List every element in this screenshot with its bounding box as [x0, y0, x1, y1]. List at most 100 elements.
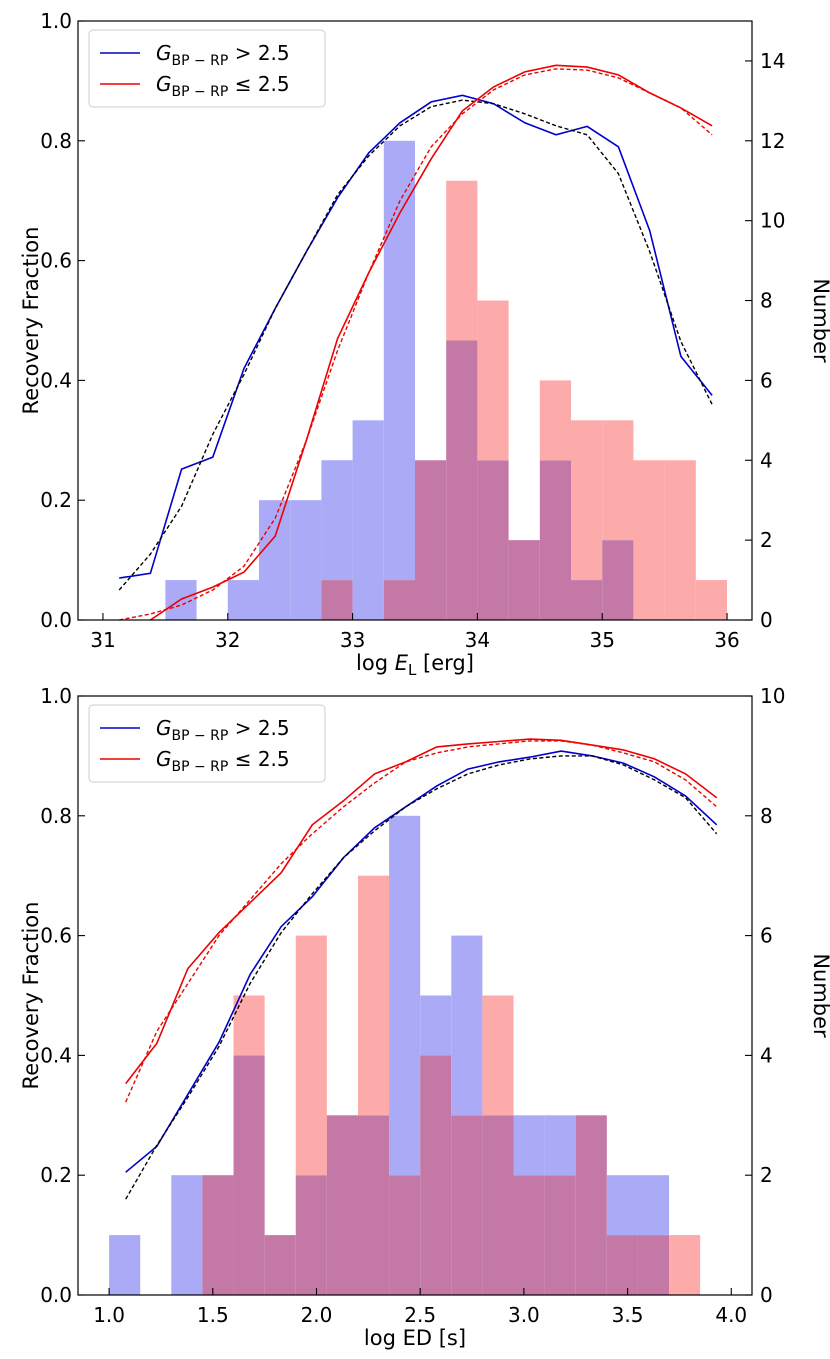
plot-frame: [77, 20, 753, 621]
y-left-axis-label: Recovery Fraction: [19, 902, 43, 1090]
hist-bar-overlap: [446, 340, 478, 620]
y-left-tick-label: 0.6: [40, 249, 72, 273]
hist-bar-blue: [606, 1175, 638, 1236]
plot-frame: [77, 695, 753, 1296]
hist-bar-red: [233, 995, 265, 1056]
hist-bar-overlap: [415, 460, 447, 620]
hist-bar-red: [482, 995, 514, 1116]
hist-bar-blue: [227, 580, 259, 620]
y-right-tick-label: 14: [760, 49, 785, 73]
hist-bar-overlap: [539, 460, 572, 620]
fit-line-blue: [125, 755, 718, 1200]
y-right-axis-label: Number: [809, 278, 830, 363]
hist-bar-overlap: [264, 1235, 296, 1295]
x-tick-label: 3.5: [612, 1303, 644, 1327]
line-red: [149, 64, 713, 621]
y-right-tick-label: 2: [760, 1163, 773, 1187]
y-right-tick-label: 6: [760, 368, 773, 392]
hist-bar-overlap: [295, 1175, 327, 1295]
fit-line-blue: [118, 99, 713, 591]
chart-panel-top: 31 32 33 34 35 36 0.0 0.2 0.4 0.6 0.8 1.0 0 2 4 6 8 10 12 1…: [19, 9, 830, 679]
hist-bar-blue: [383, 140, 415, 581]
hist-bar-blue: [290, 500, 322, 620]
hist-bar-red: [602, 420, 634, 541]
hist-bar-blue: [389, 815, 421, 1176]
y-right-tick-label: 12: [760, 129, 785, 153]
y-left-tick-label: 0.4: [40, 1043, 72, 1067]
hist-bar-red: [446, 180, 478, 341]
y-left-tick-label: 0.2: [40, 488, 72, 512]
hist-bar-overlap: [202, 1175, 234, 1295]
line-blue: [125, 750, 718, 1173]
legend-box: [88, 704, 326, 783]
y-left-tick-label: 0.0: [40, 1283, 72, 1307]
hist-bar-overlap: [321, 580, 353, 620]
hist-bar-blue: [513, 1115, 545, 1176]
hist-bar-red: [539, 380, 572, 461]
hist-bar-red: [357, 875, 390, 1116]
y-right-tick-label: 8: [760, 289, 773, 313]
hist-bar-red: [477, 300, 509, 461]
y-right-tick-label: 4: [760, 1043, 773, 1067]
hist-bar-overlap: [513, 1175, 545, 1295]
hist-bar-blue: [637, 1175, 670, 1236]
x-tick-label: 1.5: [197, 1303, 229, 1327]
hist-bar-overlap: [575, 1115, 607, 1295]
legend: GBP − RP > 2.5 GBP − RP ≤ 2.5: [88, 29, 326, 108]
y-right-tick-label: 8: [760, 804, 773, 828]
hist-bar-red: [571, 420, 603, 581]
x-tick-label: 32: [215, 628, 240, 652]
hist-bar-blue: [109, 1235, 141, 1295]
hist-bar-blue: [171, 1175, 203, 1295]
legend-label-red-le: GBP − RP ≤ 2.5: [156, 72, 290, 100]
hist-bar-overlap: [389, 1175, 421, 1295]
y-right-tick-label: 4: [760, 448, 773, 472]
legend-label-red-le: GBP − RP ≤ 2.5: [156, 747, 290, 775]
hist-bar-blue: [420, 995, 452, 1056]
hist-bar-blue: [544, 1115, 576, 1176]
legend: GBP − RP > 2.5 GBP − RP ≤ 2.5: [88, 704, 326, 783]
y-left-tick-label: 0.0: [40, 608, 72, 632]
hist-bar-overlap: [602, 540, 634, 620]
hist-bar-overlap: [383, 580, 415, 620]
y-right-axis-label: Number: [809, 953, 830, 1038]
x-tick-label: 3.0: [508, 1303, 540, 1327]
histogram-bars: [109, 815, 701, 1295]
x-tick-label: 2.5: [404, 1303, 436, 1327]
x-tick-label: 36: [714, 628, 739, 652]
x-tick-label: 1.0: [93, 1303, 125, 1327]
x-tick-label: 31: [90, 628, 115, 652]
hist-bar-red: [295, 935, 327, 1176]
x-tick-label: 35: [589, 628, 614, 652]
line-red: [125, 738, 718, 1085]
y-left-axis-label: Recovery Fraction: [19, 227, 43, 415]
hist-bar-red: [633, 460, 665, 620]
legend-box: [88, 29, 326, 108]
x-tick-label: 33: [340, 628, 365, 652]
y-right-tick-label: 10: [760, 684, 785, 708]
fit-line-red: [119, 68, 713, 621]
x-tick-label: 2.0: [301, 1303, 333, 1327]
hist-bar-red: [664, 460, 696, 620]
hist-bar-blue: [321, 460, 353, 581]
x-axis-label: log ED [s]: [364, 1326, 466, 1350]
fit-line-red: [125, 740, 718, 1103]
legend-label-blue-gt: GBP − RP > 2.5: [156, 41, 290, 69]
x-tick-label: 34: [465, 628, 490, 652]
x-axis-label: log EL [erg]: [356, 651, 474, 679]
hist-bar-blue: [258, 500, 291, 620]
hist-bar-overlap: [508, 540, 540, 620]
y-left-tick-label: 1.0: [40, 684, 72, 708]
y-left-tick-label: 0.6: [40, 924, 72, 948]
x-tick-label: 4.0: [715, 1303, 747, 1327]
hist-bar-overlap: [544, 1175, 576, 1295]
hist-bar-blue: [352, 420, 384, 620]
hist-bar-red: [695, 580, 728, 620]
y-left-tick-label: 0.8: [40, 129, 72, 153]
hist-bar-red: [669, 1235, 701, 1295]
hist-bar-blue: [451, 935, 483, 1116]
hist-bar-overlap: [482, 1115, 514, 1295]
hist-bar-overlap: [233, 1055, 265, 1295]
y-left-tick-label: 0.8: [40, 804, 72, 828]
